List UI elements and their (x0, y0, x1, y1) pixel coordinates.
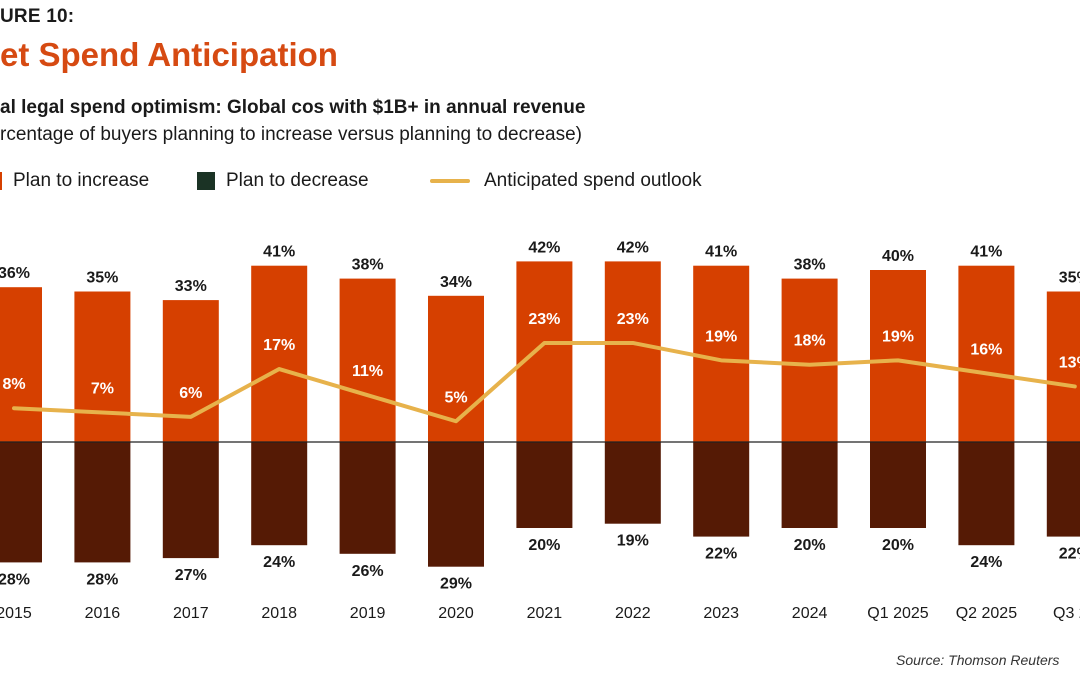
legend-label-outlook: Anticipated spend outlook (484, 170, 702, 191)
label-outlook: 16% (970, 341, 1002, 358)
label-increase: 41% (970, 244, 1002, 261)
bar-decrease (74, 442, 131, 563)
label-increase: 41% (263, 244, 295, 261)
label-decrease: 22% (705, 546, 737, 563)
chart-description: rcentage of buyers planning to increase … (0, 124, 582, 145)
x-tick-label: Q3 20 (1053, 605, 1080, 622)
label-increase: 38% (794, 257, 826, 274)
label-outlook: 11% (352, 363, 383, 380)
bar-decrease (1046, 442, 1080, 537)
x-tick-label: Q1 2025 (867, 605, 928, 622)
bar-increase (958, 265, 1015, 442)
bar-decrease (870, 442, 926, 528)
label-decrease: 24% (970, 554, 1002, 571)
bar-decrease (339, 442, 396, 554)
legend-swatch-outlook (430, 179, 470, 183)
x-tick-label: 2017 (173, 605, 209, 622)
label-increase: 42% (617, 239, 649, 256)
bar-decrease (428, 442, 484, 567)
label-decrease: 27% (175, 567, 207, 584)
x-tick-label: 2018 (261, 605, 297, 622)
bar-decrease (693, 442, 750, 537)
label-decrease: 20% (528, 537, 560, 554)
source-note: Source: Thomson Reuters (896, 652, 1060, 668)
bar-decrease (958, 442, 1015, 546)
label-outlook: 19% (705, 328, 737, 345)
x-tick-label: 2016 (85, 605, 121, 622)
label-outlook: 17% (263, 337, 295, 354)
label-decrease: 22% (1059, 546, 1080, 563)
figure-label: URE 10: (0, 6, 75, 27)
bar-decrease (604, 442, 661, 524)
label-decrease: 19% (617, 533, 649, 550)
label-decrease: 28% (86, 571, 118, 588)
chart-subtitle: al legal spend optimism: Global cos with… (0, 97, 586, 118)
label-outlook: 13% (1059, 354, 1080, 371)
label-increase: 42% (528, 239, 560, 256)
label-outlook: 7% (91, 381, 114, 398)
label-increase: 33% (175, 278, 207, 295)
label-increase: 35% (86, 270, 118, 287)
label-decrease: 20% (882, 537, 914, 554)
label-increase: 40% (882, 248, 914, 265)
bar-increase (1046, 291, 1080, 442)
label-decrease: 24% (263, 554, 295, 571)
bar-increase (0, 287, 42, 442)
x-tick-label: 2019 (350, 605, 386, 622)
label-outlook: 8% (2, 376, 25, 393)
legend-item-outlook: Anticipated spend outlook (430, 170, 702, 192)
label-decrease: 20% (794, 537, 826, 554)
bar-increase (604, 261, 661, 442)
outlook-line (12, 340, 1077, 424)
x-tick-label: 2023 (703, 605, 739, 622)
bar-increase (516, 261, 573, 442)
label-decrease: 28% (0, 571, 30, 588)
bar-decrease (162, 442, 219, 559)
x-tick-label: 2024 (792, 605, 828, 622)
bar-decrease (516, 442, 573, 528)
x-tick-label: 2022 (615, 605, 651, 622)
label-decrease: 29% (440, 576, 472, 593)
bar-increase (251, 265, 308, 442)
bar-increase (74, 291, 131, 442)
label-increase: 34% (440, 274, 472, 291)
bar-decrease (0, 442, 42, 563)
label-outlook: 23% (617, 311, 649, 328)
label-outlook: 23% (528, 311, 560, 328)
legend-item-increase: Plan to increase (0, 170, 149, 192)
bar-increase (781, 278, 838, 442)
legend-item-decrease: Plan to decrease (197, 170, 369, 192)
bar-increase (693, 265, 750, 442)
label-increase: 38% (352, 257, 384, 274)
x-tick-label: Q2 2025 (956, 605, 1017, 622)
label-outlook: 19% (882, 328, 914, 345)
x-tick-label: 2015 (0, 605, 32, 622)
legend-label-decrease: Plan to decrease (226, 170, 369, 191)
legend-swatch-decrease (197, 172, 215, 190)
x-tick-label: 2020 (438, 605, 474, 622)
bar-decrease (781, 442, 838, 528)
label-decrease: 26% (352, 563, 384, 580)
label-outlook: 6% (179, 385, 202, 402)
label-outlook: 5% (444, 389, 467, 406)
x-tick-label: 2021 (527, 605, 563, 622)
bar-increase (339, 278, 396, 442)
bar-decrease (251, 442, 308, 546)
label-outlook: 18% (794, 333, 826, 350)
bar-increase (162, 300, 219, 442)
bar-increase (870, 270, 926, 442)
legend-swatch-increase (0, 172, 2, 190)
label-increase: 41% (705, 244, 737, 261)
page-title: et Spend Anticipation (0, 36, 338, 73)
label-increase: 36% (0, 265, 30, 282)
legend-label-increase: Plan to increase (13, 170, 150, 191)
label-increase: 35% (1059, 270, 1080, 287)
